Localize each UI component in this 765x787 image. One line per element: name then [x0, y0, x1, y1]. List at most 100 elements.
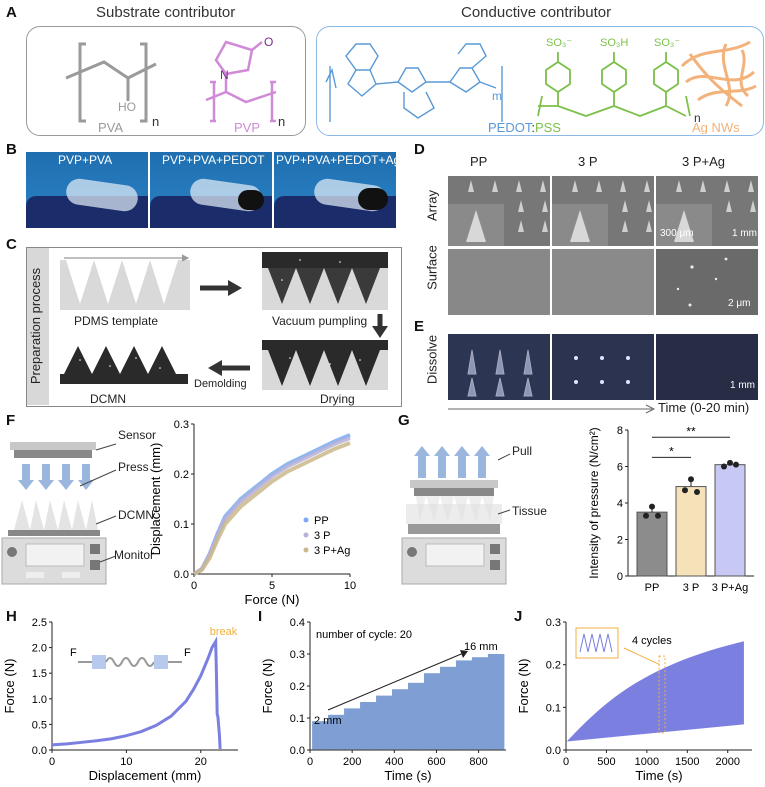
y-axis-label: Force (N)	[260, 659, 275, 714]
panel-label-i: I	[258, 608, 263, 625]
panel-g-diagram	[401, 446, 511, 585]
sig-mark-1: *	[669, 444, 674, 458]
x-tick-label: 10	[344, 580, 356, 592]
pvp-sub: n	[278, 114, 285, 129]
inset-box	[575, 627, 619, 659]
panel-a-structures: HO PVA n N O PVP n m SO₃⁻ SO₃H SO₃⁻ n	[65, 35, 757, 134]
pvp-label: PVP	[234, 120, 260, 134]
cycle-block	[439, 666, 457, 750]
scale-300um: 300 μm	[660, 228, 694, 239]
agnws-structure	[680, 40, 757, 108]
y-tick-label: 4	[617, 498, 623, 510]
y-tick-label: 0.1	[174, 519, 189, 531]
legend-label: PP	[314, 515, 329, 527]
y-tick-label: 1.0	[32, 694, 47, 706]
panel-label-e: E	[414, 318, 425, 335]
dissolve-t1	[552, 334, 654, 400]
pvp-n-atom: N	[220, 68, 229, 82]
x-tick-label: 0	[563, 756, 569, 768]
y-tick-label: 2.0	[32, 643, 47, 655]
step-dcmn: DCMN	[90, 392, 126, 406]
pvp-structure	[205, 40, 277, 123]
substrate-box	[26, 26, 306, 136]
bar-3p	[675, 486, 707, 577]
time-arrow	[448, 404, 656, 414]
legend-label: 3 P+Ag	[314, 545, 350, 557]
cycle-block	[455, 660, 473, 750]
x-tick-label: 10	[120, 756, 132, 768]
process-side-label: Preparation process	[28, 267, 43, 385]
data-point	[694, 489, 700, 496]
cycle-text: number of cycle: 20	[316, 629, 412, 641]
legend-marker	[303, 532, 309, 538]
panel-label-d: D	[414, 141, 425, 158]
y-tick-label: 0.1	[546, 702, 561, 714]
force-right-label: F	[184, 647, 191, 659]
legend-label: 3 P	[314, 530, 331, 542]
col-label-3p: 3 P	[578, 154, 598, 169]
sem-array-3p	[552, 176, 654, 246]
panel-label-j: J	[514, 608, 523, 625]
pedot-pss-label: PEDOT:PSS	[488, 120, 561, 134]
row-label-surface: Surface	[424, 245, 440, 290]
x-axis-label: Force (N)	[245, 592, 300, 607]
inset-pointer	[623, 647, 661, 666]
x-tick-label: 3 P	[683, 582, 700, 594]
y-tick-label: 0.3	[290, 649, 305, 661]
data-point	[721, 463, 727, 470]
x-tick-label: 1500	[675, 756, 699, 768]
pedot-structure	[325, 43, 503, 122]
chart-j: 0.0 0.1 0.2 0.3 0 500 1000 1500 2000 Time (s) Forc…	[516, 617, 752, 783]
chart-g: 0 2 4 6 8 PP 3 P 3 P+Ag Intensity of pressure (N…	[587, 424, 754, 594]
photo-label-1: PVP+PVA	[58, 153, 113, 167]
y-tick-label: 8	[617, 425, 623, 437]
chart-i: 0.0 0.1 0.2 0.3 0.4 0 200 400 600 800 Time (s) Forc…	[260, 617, 506, 783]
legend-marker	[303, 517, 309, 523]
panel-f-diagram	[1, 442, 117, 585]
sem-surface-3p	[552, 249, 654, 315]
x-tick-label: 0	[307, 756, 313, 768]
step-template: PDMS template	[74, 314, 159, 328]
stretch-curve	[51, 636, 222, 750]
panel-label-b: B	[6, 141, 17, 158]
pss-sub: n	[694, 111, 701, 125]
clamp-right	[154, 655, 168, 669]
sem-surface-3pag	[656, 249, 758, 315]
cycle-block	[360, 702, 377, 750]
f-label-press: Press	[118, 460, 149, 474]
trend-arrow	[327, 651, 467, 711]
process-side-bar	[27, 248, 49, 405]
photo-pvp-pva-pedot-ag	[274, 152, 396, 228]
photo-pvp-pva-pedot	[150, 152, 272, 228]
pss-so3-3: SO₃⁻	[654, 37, 680, 49]
end-label: 16 mm	[464, 641, 498, 653]
data-point	[727, 459, 733, 466]
scale-1mm-d: 1 mm	[732, 228, 757, 239]
time-axis-label: Time (0-20 min)	[658, 400, 750, 415]
x-tick-label: PP	[645, 582, 660, 594]
y-tick-label: 0.1	[290, 713, 305, 725]
x-tick-label: 0	[49, 756, 55, 768]
g-label-tissue: Tissue	[512, 504, 547, 518]
f-label-dcmn: DCMN	[118, 508, 154, 522]
substrate-title: Substrate contributor	[96, 4, 236, 21]
y-axis-label: Intensity of pressure (N/cm²)	[587, 427, 601, 578]
sem-array-3pag	[656, 176, 758, 246]
y-tick-label: 0.0	[290, 745, 305, 757]
col-label-3pag: 3 P+Ag	[682, 154, 726, 169]
start-label: 2 mm	[314, 715, 342, 727]
panel-label-a: A	[6, 4, 17, 21]
step-drying: Drying	[320, 392, 355, 406]
photo-pvp-pva	[26, 152, 148, 228]
y-axis-label: Force (N)	[516, 659, 531, 714]
data-point	[643, 512, 649, 519]
cycle-block	[408, 682, 425, 750]
cycle-block	[487, 654, 505, 750]
y-tick-label: 0.2	[174, 469, 189, 481]
y-tick-label: 0.3	[174, 419, 189, 431]
sem-array-pp	[448, 176, 550, 246]
x-tick-label: 0	[191, 580, 197, 592]
pva-label: PVA	[98, 120, 123, 134]
y-tick-label: 0.0	[174, 569, 189, 581]
bar-3pag	[714, 464, 746, 577]
